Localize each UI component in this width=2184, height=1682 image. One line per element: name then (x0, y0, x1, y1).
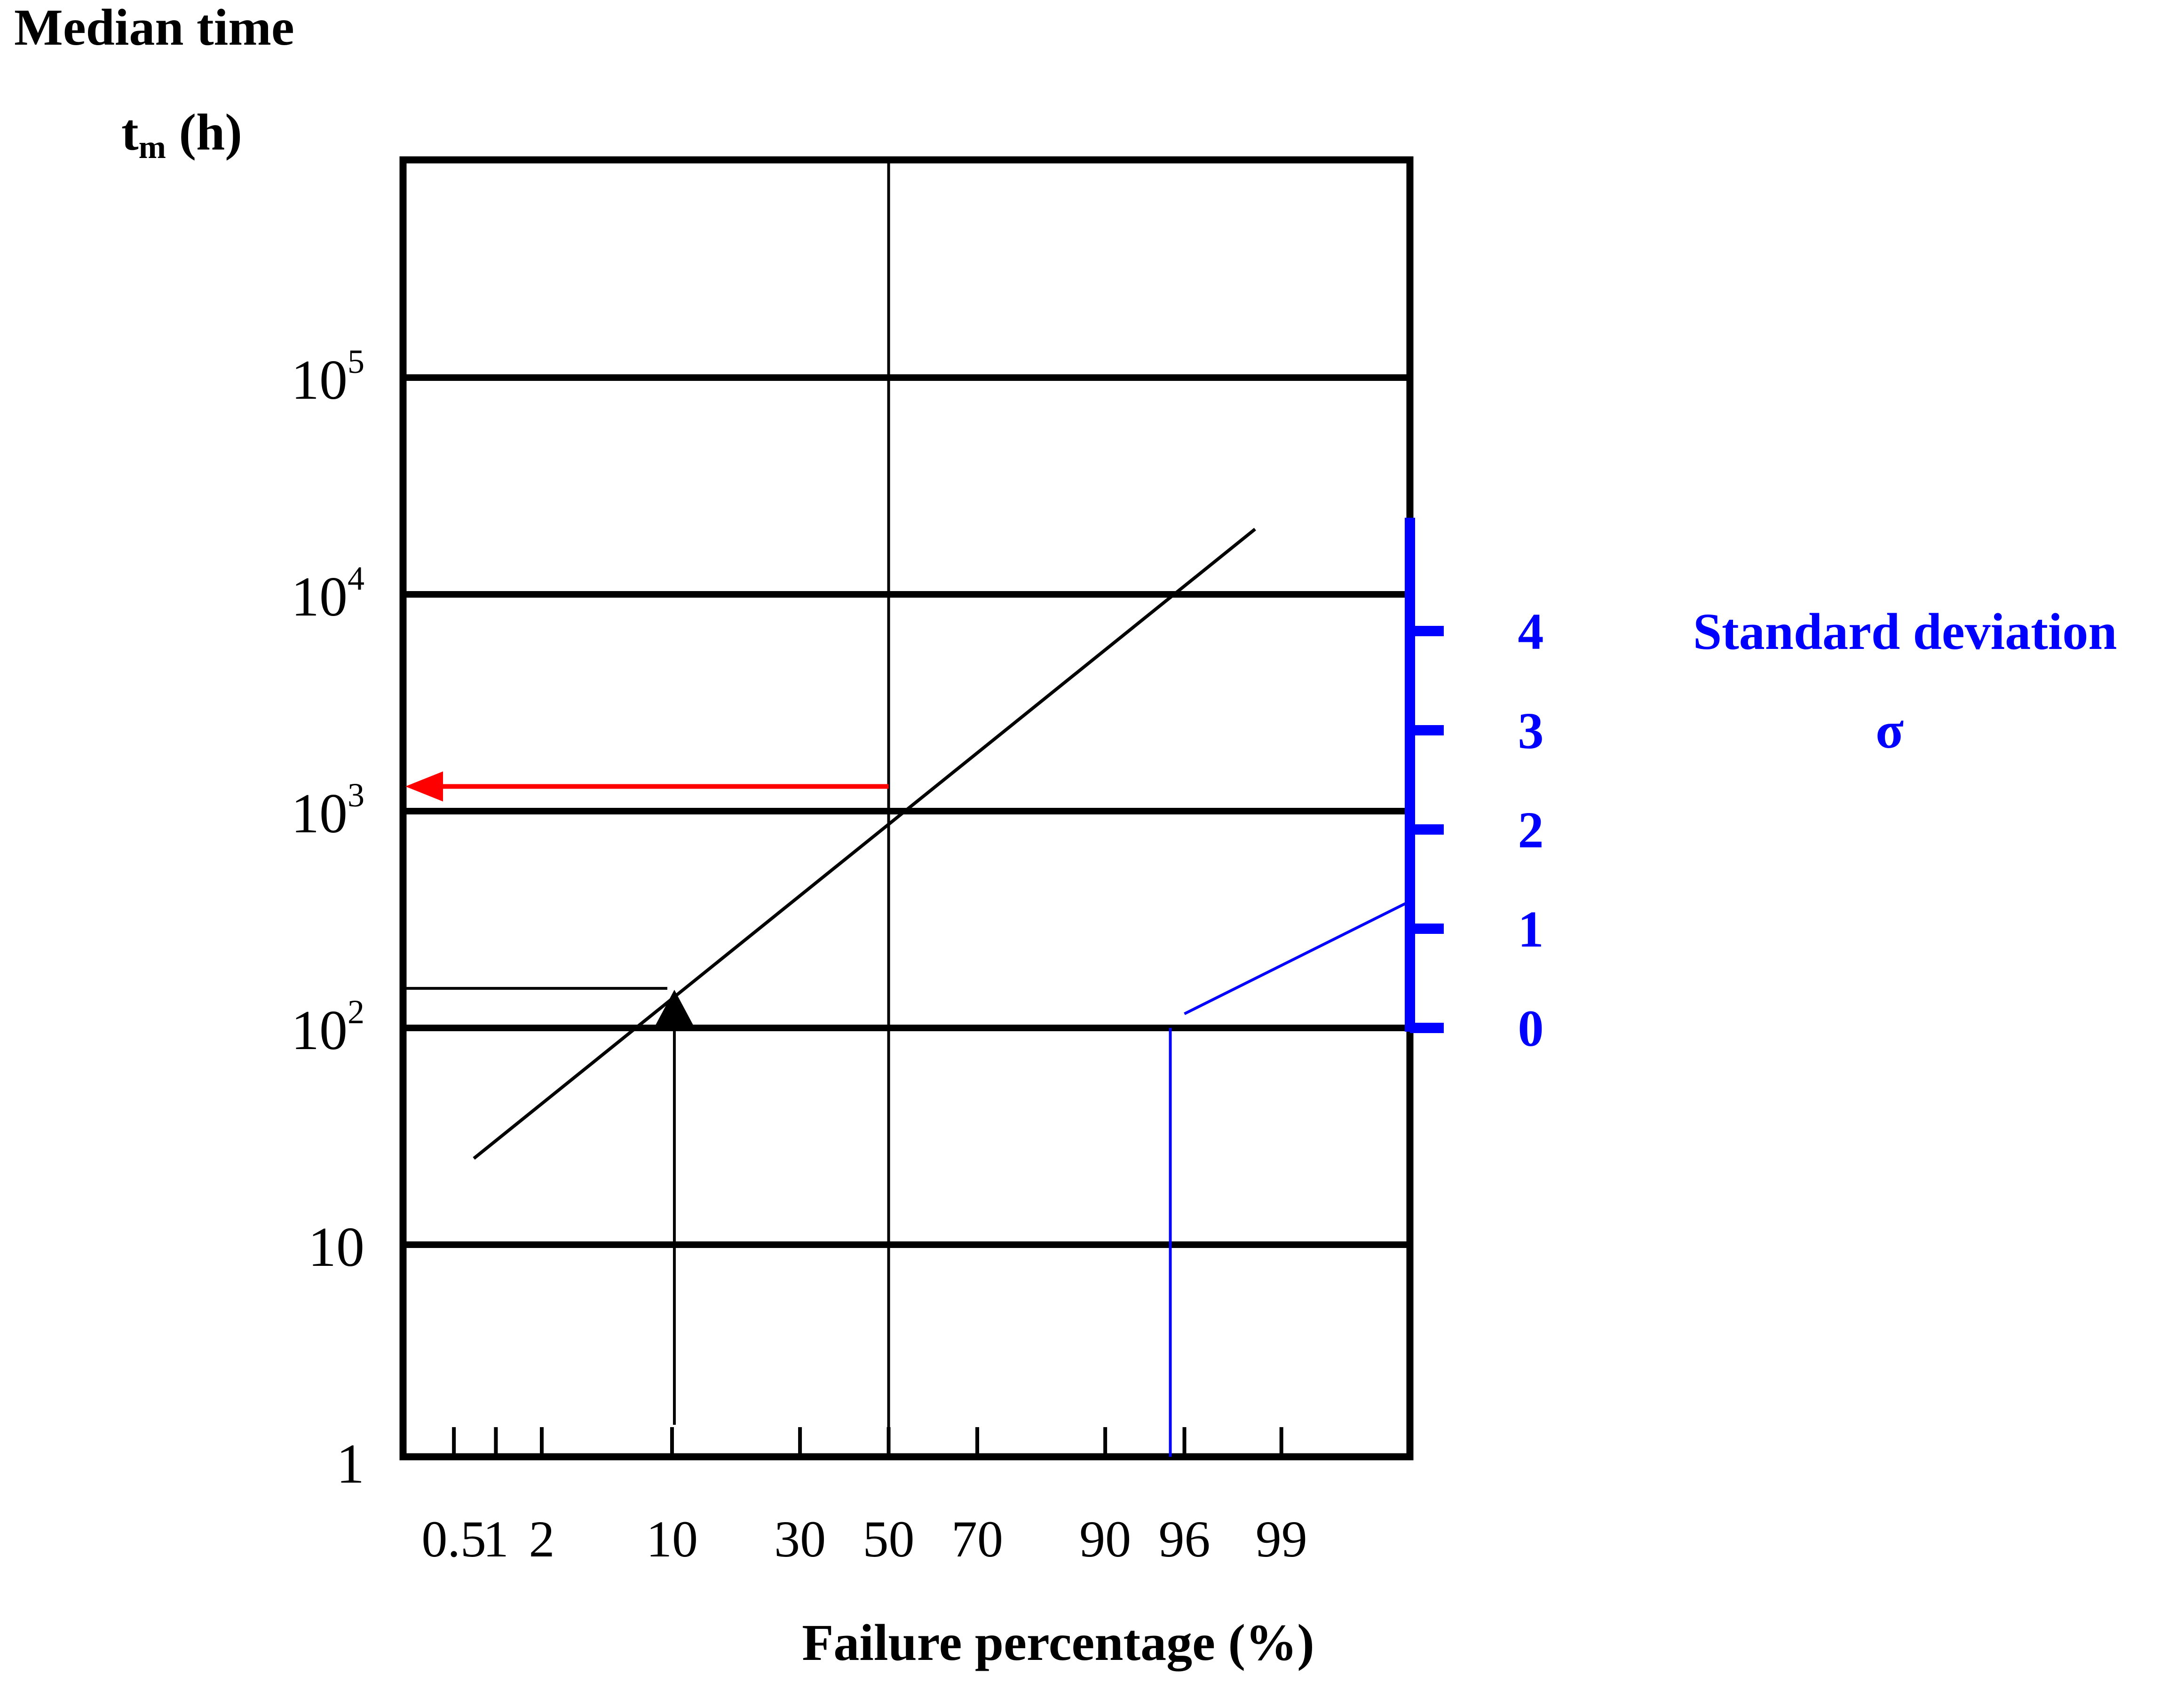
ten-percent-arrowhead (655, 989, 693, 1025)
y-tick-exp: 5 (348, 343, 364, 380)
sigma-construction-diagonal (1184, 902, 1406, 1015)
y-tick-exp: 2 (348, 993, 364, 1031)
y-axis-title: Median time (14, 0, 294, 56)
x-tick-label: 2 (529, 1510, 554, 1568)
x-tick-label: 0.5 (421, 1510, 486, 1568)
y-tick-exp: 4 (348, 560, 364, 597)
y-tick-label: 102 (291, 993, 364, 1061)
y-tick-label: 104 (291, 560, 364, 628)
sigma-tick-label: 4 (1518, 603, 1544, 660)
sigma-scale-title: Standard deviation (1693, 603, 2117, 660)
x-axis-title: Failure percentage (%) (802, 1614, 1314, 1671)
y-axis-unit-sub: m (139, 129, 166, 166)
y-tick-base: 1 (336, 1432, 364, 1495)
x-tick-label: 96 (1159, 1510, 1211, 1568)
series-line-0 (473, 528, 1256, 1160)
data-layer (403, 528, 1256, 1425)
y-tick-exp: 3 (348, 776, 364, 814)
y-axis-unit-rest: (h) (166, 103, 242, 161)
y-axis-unit: tm (h) (121, 103, 242, 166)
x-tick-label: 30 (774, 1510, 826, 1568)
y-tick-base: 10 (308, 1216, 364, 1278)
median-readout-arrowhead (405, 771, 443, 802)
y-tick-base: 10 (291, 782, 348, 845)
sigma-scale-symbol: σ (1875, 702, 1904, 759)
sigma-scale: 0 1 2 3 4 (1169, 518, 1544, 1457)
sigma-tick-label: 0 (1518, 1000, 1544, 1057)
grid-layer (399, 156, 1414, 1461)
x-tick-label: 90 (1079, 1510, 1131, 1568)
x-tick-label: 99 (1256, 1510, 1307, 1568)
x-tick-label: 70 (951, 1510, 1003, 1568)
sigma-tick-label: 2 (1518, 801, 1544, 859)
y-axis-unit-main: t (121, 103, 139, 161)
x-tick-label: 10 (646, 1510, 698, 1568)
y-tick-label: 10 (308, 1216, 364, 1278)
y-tick-base: 10 (291, 565, 348, 628)
sigma-tick-label: 3 (1518, 702, 1544, 759)
y-tick-base: 10 (291, 348, 348, 411)
sigma-tick-label: 1 (1518, 900, 1544, 958)
x-tick-label: 50 (863, 1510, 915, 1568)
y-tick-label: 105 (291, 343, 364, 411)
x-tick-label: 1 (483, 1510, 509, 1568)
y-tick-label: 103 (291, 776, 364, 845)
y-tick-base: 10 (291, 999, 348, 1061)
y-tick-label: 1 (336, 1432, 364, 1495)
